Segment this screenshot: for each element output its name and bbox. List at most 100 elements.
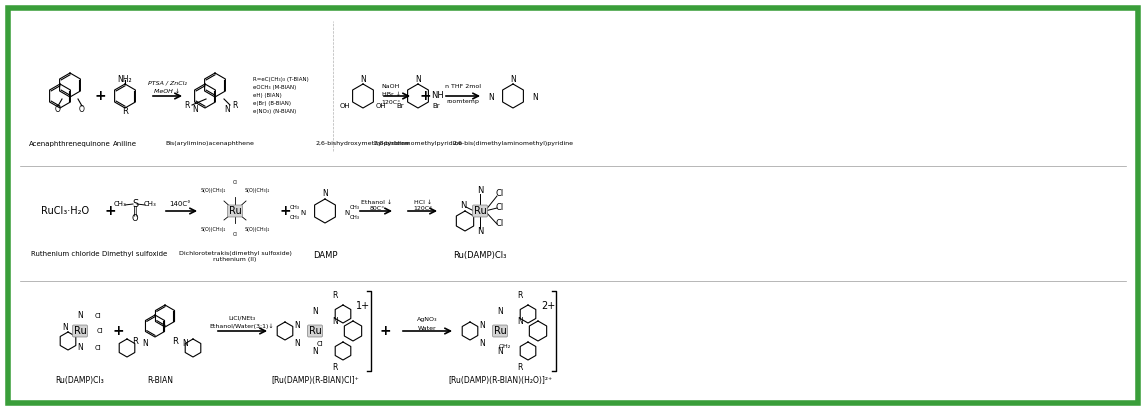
Text: N: N bbox=[62, 323, 68, 332]
Text: +: + bbox=[104, 204, 116, 218]
Text: R: R bbox=[172, 337, 178, 346]
Text: R: R bbox=[332, 291, 338, 300]
Text: [Ru(DAMP)(R-BIAN)(H₂O)]²⁺: [Ru(DAMP)(R-BIAN)(H₂O)]²⁺ bbox=[448, 376, 552, 385]
Text: CH₃: CH₃ bbox=[113, 201, 126, 207]
Text: +: + bbox=[379, 324, 391, 338]
Text: Aniline: Aniline bbox=[113, 141, 138, 147]
Text: N: N bbox=[477, 187, 484, 196]
Text: N: N bbox=[300, 210, 306, 216]
Text: Dichlorotetrakis(dimethyl sulfoxide)
ruthenium (II): Dichlorotetrakis(dimethyl sulfoxide) rut… bbox=[179, 251, 291, 262]
Text: 140C°: 140C° bbox=[170, 201, 191, 207]
Text: Dimethyl sulfoxide: Dimethyl sulfoxide bbox=[102, 251, 167, 257]
Text: CH₃: CH₃ bbox=[290, 206, 300, 210]
Text: +: + bbox=[419, 89, 431, 103]
Text: n THF 2mol: n THF 2mol bbox=[445, 85, 481, 90]
Text: R: R bbox=[517, 291, 523, 300]
Text: NH: NH bbox=[432, 92, 445, 101]
Text: Cl: Cl bbox=[95, 345, 101, 351]
Text: roomtemp: roomtemp bbox=[447, 99, 479, 104]
Text: Ru(DAMP)Cl₃: Ru(DAMP)Cl₃ bbox=[56, 376, 104, 385]
Text: N: N bbox=[312, 346, 317, 356]
Text: CH₃: CH₃ bbox=[350, 215, 360, 220]
Text: CH₃: CH₃ bbox=[350, 206, 360, 210]
Text: [Ru(DAMP)(R-BIAN)Cl]⁺: [Ru(DAMP)(R-BIAN)Cl]⁺ bbox=[272, 376, 359, 385]
Text: Cl: Cl bbox=[316, 341, 323, 347]
Text: Ru: Ru bbox=[473, 206, 486, 216]
Text: DAMP: DAMP bbox=[313, 251, 337, 260]
Text: S(O)(CH₃)₂: S(O)(CH₃)₂ bbox=[244, 226, 269, 231]
Text: N: N bbox=[360, 74, 366, 83]
Text: eOCH₃ (M-BIAN): eOCH₃ (M-BIAN) bbox=[253, 85, 297, 90]
Text: +: + bbox=[112, 324, 124, 338]
Text: N: N bbox=[415, 74, 421, 83]
Text: R: R bbox=[132, 337, 138, 346]
Text: +: + bbox=[280, 204, 291, 218]
Text: Cl: Cl bbox=[496, 203, 504, 212]
Text: Ethanol/Water(3:1)↓: Ethanol/Water(3:1)↓ bbox=[210, 323, 274, 329]
Text: Ru: Ru bbox=[228, 206, 242, 216]
Text: HBr ↓: HBr ↓ bbox=[382, 92, 400, 97]
Text: O: O bbox=[79, 104, 85, 113]
Text: N: N bbox=[345, 210, 350, 216]
Text: N: N bbox=[142, 339, 148, 347]
Text: N: N bbox=[497, 307, 503, 316]
Text: Ru: Ru bbox=[308, 326, 321, 336]
Text: R: R bbox=[517, 363, 523, 372]
Text: N: N bbox=[477, 226, 484, 236]
Text: N: N bbox=[488, 93, 494, 102]
Text: Ru: Ru bbox=[494, 326, 507, 336]
Text: N: N bbox=[295, 339, 300, 349]
Text: N: N bbox=[193, 104, 198, 113]
Text: OH₂: OH₂ bbox=[499, 344, 511, 349]
Text: R: R bbox=[185, 102, 190, 111]
Text: S(O)(CH₃)₂: S(O)(CH₃)₂ bbox=[201, 226, 226, 231]
Text: Cl: Cl bbox=[233, 180, 237, 185]
Text: N: N bbox=[460, 201, 466, 210]
Text: S(O)(CH₃)₂: S(O)(CH₃)₂ bbox=[201, 189, 226, 194]
Text: Cl: Cl bbox=[233, 233, 237, 238]
Text: N: N bbox=[77, 312, 83, 321]
Text: N: N bbox=[77, 344, 83, 353]
Text: eH) (BIAN): eH) (BIAN) bbox=[253, 92, 282, 97]
Text: PTSA / ZnCl₂: PTSA / ZnCl₂ bbox=[148, 81, 187, 85]
Text: Water: Water bbox=[417, 326, 437, 330]
Text: R=eC(CH₃)₃ (T-BIAN): R=eC(CH₃)₃ (T-BIAN) bbox=[253, 76, 308, 81]
Text: 2,6-bis(dimethylaminomethyl)pyridine: 2,6-bis(dimethylaminomethyl)pyridine bbox=[453, 141, 573, 146]
Text: e(NO₃) (N-BIAN): e(NO₃) (N-BIAN) bbox=[253, 109, 297, 113]
Text: 120C°: 120C° bbox=[382, 99, 401, 104]
Text: N: N bbox=[332, 316, 338, 326]
Text: +: + bbox=[94, 89, 105, 103]
Text: CH₃: CH₃ bbox=[290, 215, 300, 220]
Text: O: O bbox=[55, 104, 61, 113]
Text: LiCl/NEt₃: LiCl/NEt₃ bbox=[228, 316, 256, 321]
Text: OH: OH bbox=[376, 103, 386, 109]
Text: N: N bbox=[322, 189, 328, 199]
Text: Br: Br bbox=[397, 103, 403, 109]
Text: Acenaphthrenequinone: Acenaphthrenequinone bbox=[29, 141, 111, 147]
Text: Ruthenium chloride: Ruthenium chloride bbox=[31, 251, 100, 257]
Text: R: R bbox=[332, 363, 338, 372]
Text: NH₂: NH₂ bbox=[118, 74, 132, 83]
Text: 2,6-bishydroxymethylpyridine: 2,6-bishydroxymethylpyridine bbox=[316, 141, 410, 146]
Text: R-BIAN: R-BIAN bbox=[147, 376, 173, 385]
Text: 80C°: 80C° bbox=[369, 206, 385, 212]
Text: N: N bbox=[517, 316, 523, 326]
Text: N: N bbox=[225, 104, 230, 113]
Text: R: R bbox=[233, 102, 237, 111]
Text: Bis(arylimino)acenaphthene: Bis(arylimino)acenaphthene bbox=[165, 141, 254, 146]
Text: HCl ↓: HCl ↓ bbox=[414, 199, 432, 205]
Text: N: N bbox=[497, 346, 503, 356]
Text: 2,6-bisbromomethylpyridine: 2,6-bisbromomethylpyridine bbox=[374, 141, 463, 146]
Text: N: N bbox=[295, 321, 300, 330]
Text: S: S bbox=[132, 199, 138, 209]
Text: N: N bbox=[479, 339, 485, 349]
Text: 120C°: 120C° bbox=[414, 206, 433, 212]
Text: Ru: Ru bbox=[73, 326, 86, 336]
Text: R: R bbox=[123, 106, 128, 115]
Text: Br: Br bbox=[432, 103, 440, 109]
Text: N: N bbox=[532, 93, 537, 102]
Text: RuCl₃·H₂O: RuCl₃·H₂O bbox=[41, 206, 89, 216]
Text: CH₃: CH₃ bbox=[143, 201, 156, 207]
Text: ‖: ‖ bbox=[133, 206, 138, 216]
Text: Cl: Cl bbox=[496, 189, 504, 199]
